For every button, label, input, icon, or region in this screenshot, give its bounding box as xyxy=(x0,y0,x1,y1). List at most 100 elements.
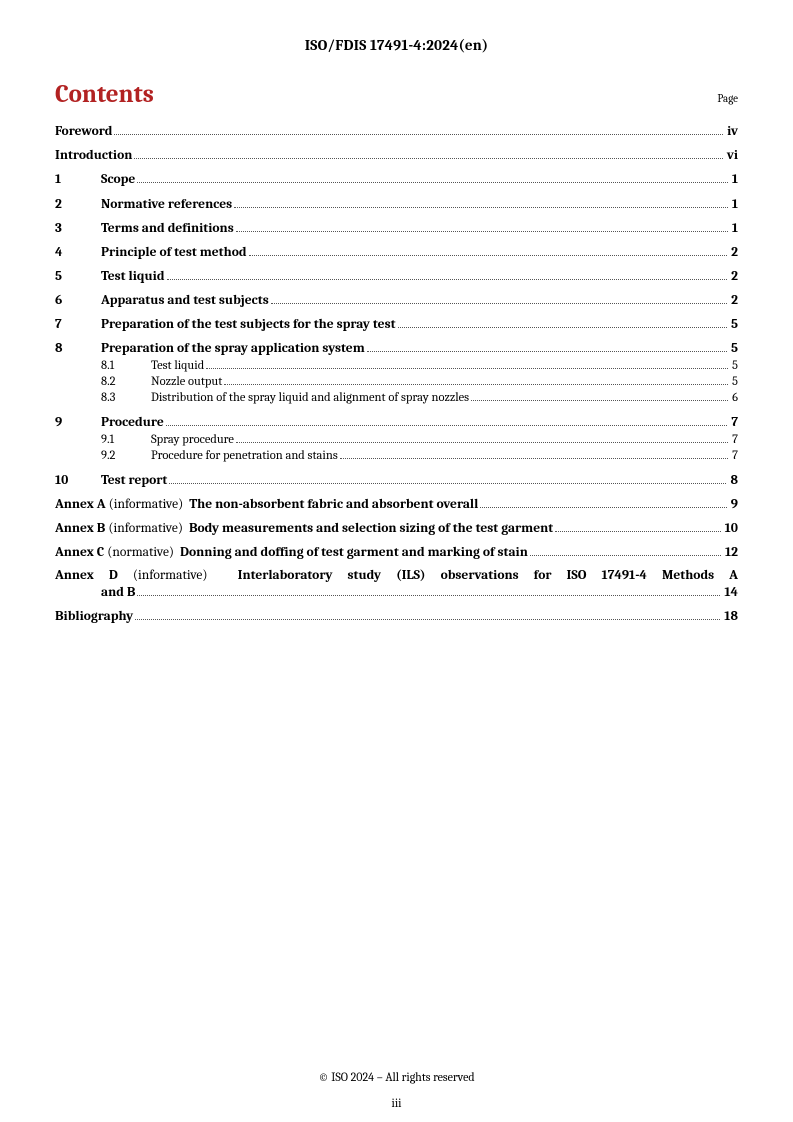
toc-subentry-number: 9.2 xyxy=(101,449,151,463)
leader-dots xyxy=(249,244,728,256)
toc-entry: 6Apparatus and test subjects 2 xyxy=(55,292,738,308)
annex-type: (informative) xyxy=(108,521,183,536)
toc-entry: Introduction vi xyxy=(55,147,738,163)
leader-dots xyxy=(234,195,728,207)
toc-annex-label: Annex B (informative) Body measurements … xyxy=(55,521,553,536)
toc-entry-title: Preparation of the test subjects for the… xyxy=(101,317,396,332)
toc-annex-label: Annex A (informative) The non-absorbent … xyxy=(55,497,478,512)
leader-dots xyxy=(224,374,728,385)
toc-entry-number: 10 xyxy=(55,473,101,488)
toc-entry-number: 7 xyxy=(55,317,101,332)
toc-subentry-page: 7 xyxy=(730,433,738,447)
annex-title: Donning and doffing of test garment and … xyxy=(180,545,528,560)
toc-entry: 4Principle of test method2 xyxy=(55,244,738,260)
toc-entry-page: 18 xyxy=(722,609,738,624)
leader-dots xyxy=(134,147,722,159)
toc-entry-number: 6 xyxy=(55,293,101,308)
contents-heading-row: Contents Page xyxy=(55,80,738,109)
leader-dots xyxy=(471,390,728,401)
toc-entry-page: 1 xyxy=(730,197,738,212)
toc-entry-number: 1 xyxy=(55,172,101,187)
annex-line2-row: and B 14 xyxy=(55,583,738,599)
annex-type: (normative) xyxy=(107,545,174,560)
toc-entry-number: 4 xyxy=(55,245,101,260)
toc-entry: 1Scope1 xyxy=(55,171,738,187)
toc-annex-entry: Annex D (informative) Interlaboratory st… xyxy=(55,568,738,599)
leader-dots xyxy=(206,357,728,368)
toc-annex-entry: Annex A (informative) The non-absorbent … xyxy=(55,496,738,512)
annex-type: (informative) xyxy=(109,497,184,512)
toc-entry: 7Preparation of the test subjects for th… xyxy=(55,316,738,332)
toc-subentry: 9.1Spray procedure 7 xyxy=(55,431,738,446)
toc-entry-page: 9 xyxy=(729,497,738,512)
toc-annex-entry: Annex C (normative) Donning and doffing … xyxy=(55,544,738,560)
leader-dots xyxy=(555,520,720,532)
toc-entry: 3Terms and definitions 1 xyxy=(55,220,738,236)
page-label: Page xyxy=(717,92,738,105)
leader-dots xyxy=(480,496,726,508)
toc-subentry-number: 8.2 xyxy=(101,375,151,389)
annex-title: Interlaboratory study (ILS) observations… xyxy=(238,568,738,583)
toc-subentry-title: Test liquid xyxy=(151,359,204,373)
toc-entry-title: Procedure xyxy=(101,415,164,430)
leader-dots xyxy=(236,220,728,232)
toc-subentry-title: Spray procedure xyxy=(151,433,234,447)
leader-dots xyxy=(271,292,727,304)
toc-entry-page: iv xyxy=(725,124,738,139)
toc-entry: 10Test report 8 xyxy=(55,472,738,488)
toc-entry-page: 8 xyxy=(728,473,738,488)
toc-entry-page: 14 xyxy=(722,585,738,600)
toc-entry-title: Introduction xyxy=(55,148,132,163)
toc-entry-title: Test report xyxy=(101,473,167,488)
toc-entry-number: 2 xyxy=(55,197,101,212)
annex-line1: Annex D (informative) Interlaboratory st… xyxy=(55,568,738,583)
toc-annex-label: Annex C (normative) Donning and doffing … xyxy=(55,545,528,560)
annex-title: The non-absorbent fabric and absorbent o… xyxy=(189,497,478,512)
toc-entry-number: 8 xyxy=(55,341,101,356)
toc-entry-page: 1 xyxy=(730,172,738,187)
annex-title: Body measurements and selection sizing o… xyxy=(189,521,553,536)
toc-subentry-title: Distribution of the spray liquid and ali… xyxy=(151,391,469,405)
toc-entry-page: 7 xyxy=(729,415,738,430)
toc-entry-page: 2 xyxy=(729,293,738,308)
leader-dots xyxy=(398,316,727,328)
toc-entry-title: Terms and definitions xyxy=(101,221,234,236)
toc-entry-title: Foreword xyxy=(55,124,112,139)
footer-copyright: © ISO 2024 – All rights reserved xyxy=(0,1070,793,1084)
toc-entry-number: 3 xyxy=(55,221,101,236)
toc-subentry: 9.2Procedure for penetration and stains7 xyxy=(55,448,738,463)
toc-entry-page: 2 xyxy=(729,245,738,260)
toc-entry-title: Scope xyxy=(101,172,135,187)
toc-subentry-number: 8.3 xyxy=(101,391,151,405)
leader-dots xyxy=(166,414,728,426)
toc-entry-page: vi xyxy=(725,148,738,163)
toc-entry-page: 1 xyxy=(730,221,738,236)
contents-title: Contents xyxy=(55,80,154,109)
toc-subentry-page: 7 xyxy=(730,449,738,463)
toc-subentry-number: 8.1 xyxy=(101,359,151,373)
toc-annex-entry: Annex B (informative) Body measurements … xyxy=(55,520,738,536)
toc-entry-page: 5 xyxy=(729,317,738,332)
toc-subentry-number: 9.1 xyxy=(101,433,151,447)
toc-entry-title: Apparatus and test subjects xyxy=(101,293,269,308)
document-header: ISO/FDIS 17491-4:2024(en) xyxy=(55,36,738,54)
leader-dots xyxy=(167,268,728,280)
leader-dots xyxy=(135,608,720,620)
toc-entry-page: 5 xyxy=(729,341,738,356)
footer-page-number: iii xyxy=(0,1096,793,1110)
leader-dots xyxy=(169,472,726,484)
toc-subentry-page: 6 xyxy=(730,391,738,405)
toc-entry-page: 10 xyxy=(723,521,738,536)
leader-dots xyxy=(530,544,721,556)
toc-entry-title: Preparation of the spray application sys… xyxy=(101,341,365,356)
leader-dots xyxy=(340,448,728,459)
toc-subentry-title: Nozzle output xyxy=(151,375,222,389)
toc-entry: 8Preparation of the spray application sy… xyxy=(55,340,738,356)
toc-subentry: 8.2Nozzle output5 xyxy=(55,374,738,389)
toc-entry-number: 5 xyxy=(55,269,101,284)
toc-entry-title: Normative references xyxy=(101,197,232,212)
toc-entry: 2Normative references 1 xyxy=(55,195,738,211)
annex-title-cont: and B xyxy=(101,585,135,600)
toc-entry: Foreword iv xyxy=(55,123,738,139)
toc-subentry: 8.1Test liquid5 xyxy=(55,357,738,372)
